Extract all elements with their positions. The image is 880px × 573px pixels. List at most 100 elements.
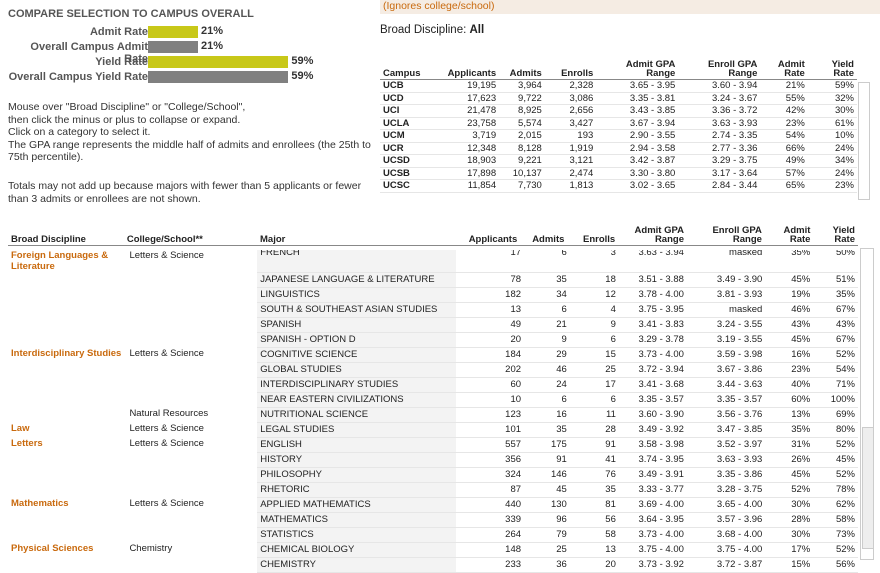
campus-row[interactable]: UCR 12,348 8,128 1,919 2.94 - 3.58 2.77 - 3.3… bbox=[380, 142, 857, 155]
scrollbar-thumb[interactable] bbox=[862, 427, 874, 549]
campus-row[interactable]: UCB 19,195 3,964 2,328 3.65 - 3.95 3.60 - 3.9… bbox=[380, 79, 857, 93]
major-scrollbar[interactable] bbox=[860, 248, 874, 560]
broad-discipline-filter[interactable]: Broad Discipline: All bbox=[380, 24, 484, 36]
campus-row[interactable]: UCI 21,478 8,925 2,656 3.43 - 3.85 3.36 - 3.7… bbox=[380, 104, 857, 118]
broad-discipline-cell[interactable]: Foreign Languages & Literature bbox=[11, 250, 109, 272]
major-name[interactable]: MATHEMATICS bbox=[257, 512, 457, 528]
major-row[interactable]: SPANISH - OPTION D 20 9 6 3.29 - 3.78 3.19 - … bbox=[8, 332, 858, 348]
major-name[interactable]: CHEMICAL BIOLOGY bbox=[257, 542, 457, 558]
major-row[interactable]: PHILOSOPHY 324 146 76 3.49 - 3.91 3.35 - 3.86… bbox=[8, 467, 858, 483]
column-header[interactable]: Admits bbox=[520, 226, 568, 246]
major-name[interactable]: GLOBAL STUDIES bbox=[257, 362, 457, 378]
column-header[interactable]: Applicants bbox=[449, 226, 521, 246]
column-header[interactable]: Enrolls bbox=[544, 60, 597, 80]
major-name[interactable]: SPANISH - OPTION D bbox=[257, 332, 457, 348]
campus-name[interactable]: UCLA bbox=[380, 117, 438, 130]
column-header[interactable]: Admit GPA Range bbox=[596, 60, 679, 80]
major-name[interactable]: STATISTICS bbox=[257, 527, 457, 543]
campus-row[interactable]: UCSC 11,854 7,730 1,813 3.02 - 3.65 2.84 - 3.… bbox=[380, 179, 857, 193]
column-header[interactable]: Admits bbox=[499, 60, 545, 80]
campus-row[interactable]: UCSD 18,903 9,221 3,121 3.42 - 3.87 3.29 - 3.… bbox=[380, 154, 857, 168]
column-header[interactable]: Admit Rate bbox=[764, 226, 814, 246]
major-row[interactable]: MATHEMATICS 339 96 56 3.64 - 3.95 3.57 - 3.96… bbox=[8, 512, 858, 528]
campus-name[interactable]: UCB bbox=[380, 79, 438, 93]
campus-row[interactable]: UCLA 23,758 5,574 3,427 3.67 - 3.94 3.63 - 3.… bbox=[380, 117, 857, 130]
broad-discipline-cell[interactable]: Letters bbox=[11, 438, 43, 449]
college-cell[interactable]: Letters & Science bbox=[129, 348, 204, 359]
campus-cell: 61% bbox=[807, 117, 857, 130]
column-header[interactable]: Enrolls bbox=[567, 226, 619, 246]
college-cell[interactable]: Letters & Science bbox=[129, 423, 204, 434]
campus-name[interactable]: UCSD bbox=[380, 154, 438, 168]
major-row[interactable]: SOUTH & SOUTHEAST ASIAN STUDIES 13 6 4 3.75 … bbox=[8, 302, 858, 318]
broad-discipline-cell[interactable]: Mathematics bbox=[11, 498, 69, 509]
major-row[interactable]: HISTORY 356 91 41 3.74 - 3.95 3.63 - 3.93 26% 4… bbox=[8, 452, 858, 468]
major-name[interactable]: CHEMISTRY bbox=[257, 557, 457, 573]
campus-scrollbar[interactable] bbox=[858, 82, 870, 200]
major-name[interactable]: NUTRITIONAL SCIENCE bbox=[257, 407, 457, 423]
column-header[interactable]: Admit Rate bbox=[760, 60, 808, 80]
major-row[interactable]: Mathematics Letters & Science APPLIED MATH… bbox=[8, 497, 858, 513]
broad-discipline-cell[interactable]: Interdisciplinary Studies bbox=[11, 348, 122, 359]
column-header[interactable]: Campus bbox=[380, 60, 438, 80]
major-row[interactable]: Natural Resources NUTRITIONAL SCIENCE 123 1… bbox=[8, 407, 858, 423]
major-row[interactable]: INTERDISCIPLINARY STUDIES 60 24 17 3.41 - 3.… bbox=[8, 377, 858, 393]
broad-discipline-value[interactable]: All bbox=[469, 24, 485, 36]
major-name[interactable]: APPLIED MATHEMATICS bbox=[257, 497, 457, 513]
column-header[interactable]: Enroll GPA Range bbox=[678, 60, 761, 80]
major-row[interactable]: GLOBAL STUDIES 202 46 25 3.72 - 3.94 3.67 - 3… bbox=[8, 362, 858, 378]
major-row[interactable]: Physical Sciences Chemistry CHEMICAL BIOLO… bbox=[8, 542, 858, 558]
major-row[interactable]: Foreign Languages & Literature Letters & … bbox=[8, 250, 858, 273]
column-header[interactable]: Broad Discipline bbox=[8, 226, 124, 246]
major-name[interactable]: FRENCH bbox=[257, 250, 457, 273]
major-row[interactable]: JAPANESE LANGUAGE & LITERATURE 78 35 18 3.51… bbox=[8, 272, 858, 288]
broad-discipline-cell[interactable]: Physical Sciences bbox=[11, 543, 94, 554]
campus-cell: 2.77 - 3.36 bbox=[678, 142, 761, 155]
major-row[interactable]: NEAR EASTERN CIVILIZATIONS 10 6 6 3.35 - 3.5… bbox=[8, 392, 858, 408]
major-name[interactable]: COGNITIVE SCIENCE bbox=[257, 347, 457, 363]
campus-row[interactable]: UCM 3,719 2,015 193 2.90 - 3.55 2.74 - 3.35 54… bbox=[380, 129, 857, 143]
campus-row[interactable]: UCSB 17,898 10,137 2,474 3.30 - 3.80 3.17 - 3… bbox=[380, 167, 857, 180]
major-name[interactable]: SPANISH bbox=[257, 317, 457, 333]
major-name[interactable]: HISTORY bbox=[257, 452, 457, 468]
column-header[interactable]: Applicants bbox=[437, 60, 500, 80]
major-name[interactable]: LEGAL STUDIES bbox=[257, 422, 457, 438]
college-cell[interactable]: Letters & Science bbox=[129, 498, 204, 509]
column-header[interactable]: Major bbox=[257, 226, 450, 246]
major-name[interactable]: ENGLISH bbox=[257, 437, 457, 453]
major-row[interactable]: RHETORIC 87 45 35 3.33 - 3.77 3.28 - 3.75 52% 7… bbox=[8, 482, 858, 498]
campus-name[interactable]: UCM bbox=[380, 129, 438, 143]
broad-discipline-cell bbox=[8, 272, 126, 287]
major-name[interactable]: RHETORIC bbox=[257, 482, 457, 498]
college-cell bbox=[126, 317, 257, 332]
campus-row[interactable]: UCD 17,623 9,722 3,086 3.35 - 3.81 3.24 - 3.6… bbox=[380, 92, 857, 105]
major-name[interactable]: SOUTH & SOUTHEAST ASIAN STUDIES bbox=[257, 302, 457, 318]
major-name[interactable]: NEAR EASTERN CIVILIZATIONS bbox=[257, 392, 457, 408]
campus-name[interactable]: UCSB bbox=[380, 167, 438, 180]
major-row[interactable]: Law Letters & Science LEGAL STUDIES 101 35 28… bbox=[8, 422, 858, 438]
college-cell[interactable]: Chemistry bbox=[129, 543, 173, 554]
major-row[interactable]: SPANISH 49 21 9 3.41 - 3.83 3.24 - 3.55 43% 43% bbox=[8, 317, 858, 333]
major-name[interactable]: LINGUISTICS bbox=[257, 287, 457, 303]
column-header[interactable]: Enroll GPA Range bbox=[686, 226, 765, 246]
campus-name[interactable]: UCI bbox=[380, 104, 438, 118]
campus-name[interactable]: UCR bbox=[380, 142, 438, 155]
broad-discipline-cell[interactable]: Law bbox=[11, 423, 30, 434]
major-name[interactable]: INTERDISCIPLINARY STUDIES bbox=[257, 377, 457, 393]
campus-name[interactable]: UCSC bbox=[380, 179, 438, 193]
college-cell[interactable]: Letters & Science bbox=[129, 250, 204, 261]
column-header[interactable]: Admit GPA Range bbox=[618, 226, 687, 246]
column-header[interactable]: Yield Rate bbox=[813, 226, 858, 246]
major-row[interactable]: Interdisciplinary Studies Letters & Scien… bbox=[8, 347, 858, 363]
college-cell[interactable]: Letters & Science bbox=[129, 438, 204, 449]
column-header[interactable]: College/School** bbox=[123, 226, 258, 246]
major-row[interactable]: CHEMISTRY 233 36 20 3.73 - 3.92 3.72 - 3.87 15… bbox=[8, 557, 858, 573]
major-name[interactable]: PHILOSOPHY bbox=[257, 467, 457, 483]
major-row[interactable]: STATISTICS 264 79 58 3.73 - 4.00 3.68 - 4.00 3… bbox=[8, 527, 858, 543]
column-header[interactable]: Yield Rate bbox=[807, 60, 857, 80]
major-row[interactable]: Letters Letters & Science ENGLISH 557 175 91 3… bbox=[8, 437, 858, 453]
campus-name[interactable]: UCD bbox=[380, 92, 438, 105]
college-cell[interactable]: Natural Resources bbox=[129, 408, 209, 419]
major-name[interactable]: JAPANESE LANGUAGE & LITERATURE bbox=[257, 272, 457, 288]
major-row[interactable]: LINGUISTICS 182 34 12 3.78 - 4.00 3.81 - 3.93… bbox=[8, 287, 858, 303]
